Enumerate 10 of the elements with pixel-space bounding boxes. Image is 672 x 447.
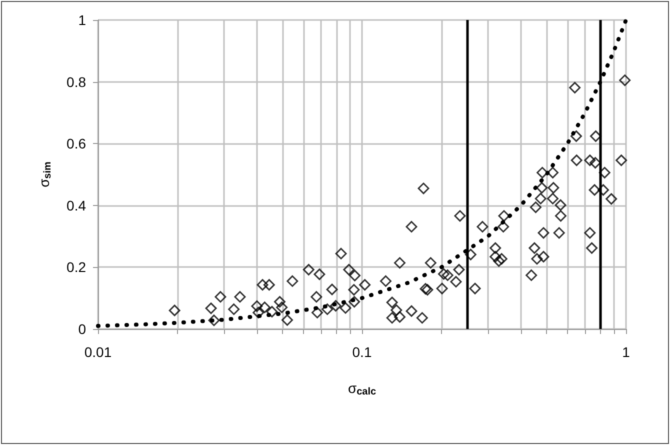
x-tick-label: 0.01 (84, 344, 112, 360)
y-tick-label: 0.2 (66, 259, 86, 276)
x-tick-label: 1 (622, 344, 630, 360)
y-tick-label: 0.4 (66, 197, 86, 214)
y-tick-label: 0.8 (66, 74, 86, 90)
y-tick-label: 1 (78, 12, 86, 28)
y-tick-label: 0.6 (66, 136, 86, 152)
y-tick-label: 0 (78, 321, 86, 337)
y-axis-title: σsim (36, 161, 54, 188)
x-tick-label: 0.1 (352, 344, 372, 360)
